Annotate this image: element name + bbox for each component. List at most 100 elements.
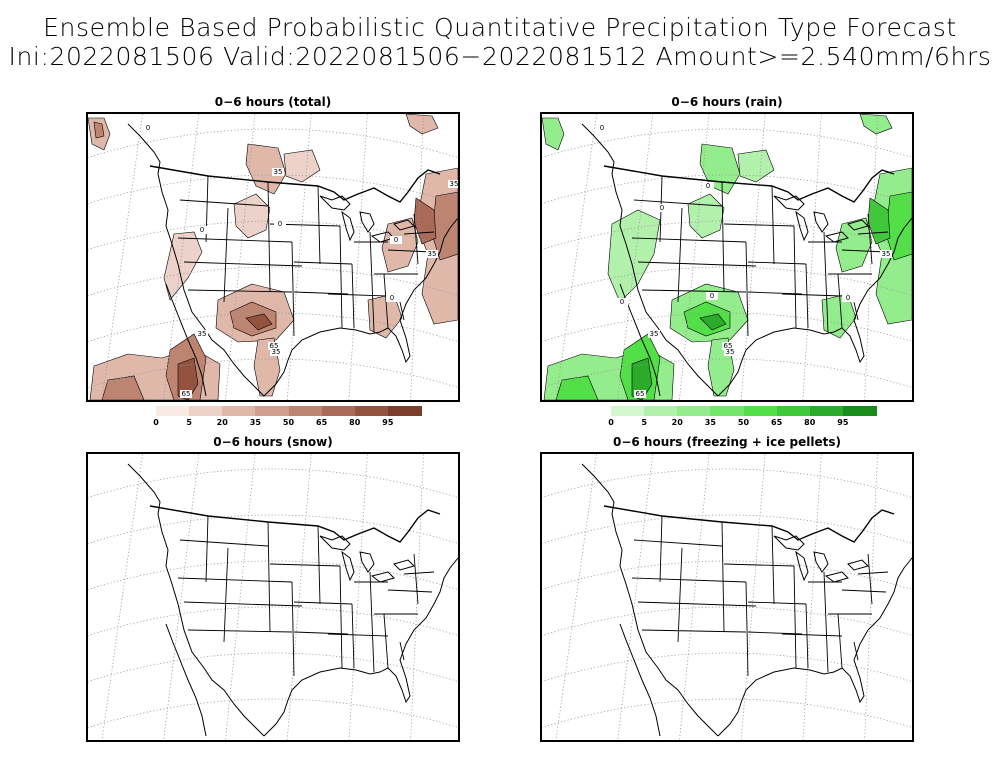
colorbar-tick-label: 20 [671,418,683,427]
colorbar-swatch [644,406,678,416]
probability-contour [835,217,873,273]
map-snow [86,452,460,742]
svg-text:35: 35 [450,180,458,188]
colorbar-swatch [189,406,223,416]
colorbar-swatch [710,406,744,416]
colorbar-swatch [156,406,190,416]
probability-contour [542,117,565,151]
colorbar-swatch [611,406,645,416]
panel-title-freezing: 0−6 hours (freezing + ice pellets) [612,435,842,449]
colorbar-tick-label: 95 [837,418,849,427]
contour-label: 35 [426,250,438,258]
svg-text:65: 65 [182,390,191,398]
colorbar-swatch [809,406,844,416]
map-rain: 0 0 0 0 0 35 0 65 35 35 65 [540,112,914,402]
graticule [88,454,458,740]
contour-label: 0 [596,124,608,132]
colorbar-tick-label: 65 [771,418,783,427]
svg-text:35: 35 [198,330,207,338]
colorbar-rain [611,406,877,416]
geographic-boundaries [581,123,912,397]
svg-text:35: 35 [650,330,659,338]
map-canvas [542,454,912,740]
graticule [542,114,912,400]
svg-text:0: 0 [146,124,150,132]
svg-text:35: 35 [272,348,281,356]
colorbar-swatch [842,406,877,416]
colorbar-tick-label: 20 [216,418,228,427]
colorbar-total-labels: 0 5 20 35 50 65 80 95 [153,418,421,428]
map-canvas [88,454,458,740]
contour-label: 65 [634,390,646,398]
colorbar-total [156,406,422,416]
graticule [542,454,912,740]
probability-contour [93,121,105,139]
svg-text:0: 0 [660,204,664,212]
svg-text:0: 0 [394,236,398,244]
contour-label: 65 [722,342,734,350]
colorbar-swatch [677,406,711,416]
probability-contour [555,375,599,400]
probability-contour [631,357,653,400]
colorbar-swatch [743,406,778,416]
probability-contour [283,149,321,183]
contour-label: 0 [196,226,208,234]
svg-text:0: 0 [620,298,624,306]
colorbar-tick-label: 5 [186,418,192,427]
colorbar-swatch [222,406,256,416]
svg-text:0: 0 [278,220,282,228]
contour-label: 0 [390,236,402,244]
contour-label: 0 [616,298,628,306]
panel-title-rain: 0−6 hours (rain) [671,95,783,109]
contour-label: 0 [656,204,668,212]
colorbar-tick-label: 50 [282,418,295,427]
colorbar-swatch [776,406,811,416]
panel-title-total: 0−6 hours (total) [214,95,332,109]
svg-text:0: 0 [390,294,394,302]
geographic-boundaries [127,463,458,737]
svg-text:0: 0 [200,226,204,234]
contour-label: 35 [648,330,660,338]
svg-text:65: 65 [724,342,733,350]
map-freezing [540,452,914,742]
colorbar-tick-label: 50 [737,418,750,427]
contour-label: 35 [448,180,458,188]
contour-label: 35 [196,330,208,338]
probability-contour [687,193,725,239]
graticule [88,114,458,400]
svg-text:65: 65 [270,342,279,350]
contour-label: 0 [274,220,286,228]
geographic-boundaries [581,463,912,737]
probability-contour [177,357,199,400]
figure-subtitle: Ini:2022081506 Valid:2022081506−20220815… [8,42,992,71]
colorbar-swatch [354,406,389,416]
probability-contour [233,193,271,239]
contour-label: 0 [842,294,854,302]
contour-label: 65 [180,390,192,398]
probability-contour [699,313,727,331]
svg-text:35: 35 [274,168,283,176]
svg-text:0: 0 [600,124,604,132]
figure-title: Ensemble Based Probabilistic Quantitativ… [43,13,957,42]
probability-contour [405,114,439,135]
svg-text:35: 35 [882,250,891,258]
colorbar-tick-label: 0 [153,418,159,427]
contour-label: 35 [272,168,284,176]
svg-text:65: 65 [636,390,645,398]
colorbar-swatch [288,406,323,416]
map-total: 0 0 0 0 35 35 35 0 65 35 65 35 [86,112,460,402]
colorbar-swatch [321,406,356,416]
colorbar-tick-label: 65 [316,418,328,427]
colorbar-tick-label: 35 [249,418,261,427]
colorbar-tick-label: 35 [704,418,716,427]
colorbar-rain-labels: 0 5 20 35 50 65 80 95 [608,418,876,428]
panel-title-snow: 0−6 hours (snow) [213,435,333,449]
contour-label: 35 [724,348,736,356]
contour-label: 0 [386,294,398,302]
probability-contour [381,217,419,273]
colorbar-tick-label: 80 [349,418,361,427]
contour-label: 35 [880,250,892,258]
svg-text:0: 0 [846,294,850,302]
